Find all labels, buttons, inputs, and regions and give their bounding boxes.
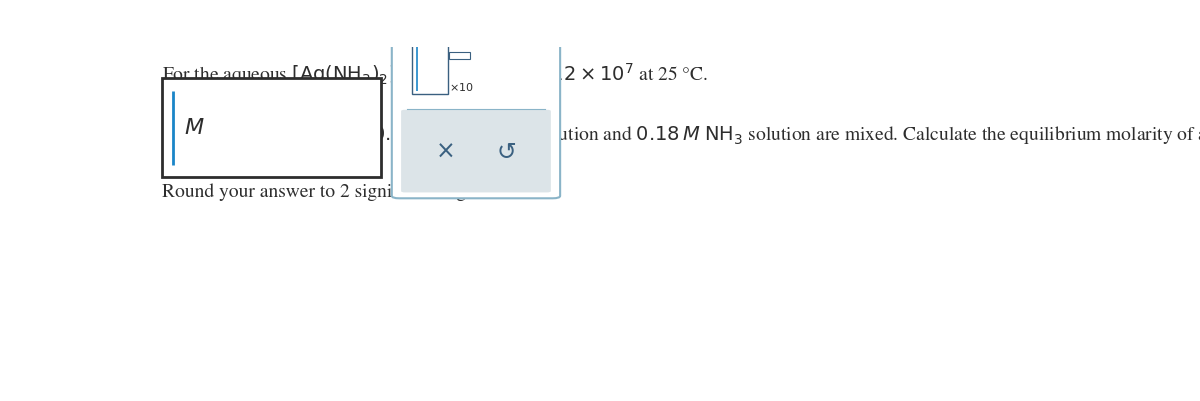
Bar [413, 36, 448, 94]
Text: ↺: ↺ [497, 140, 516, 164]
Text: $\times$10: $\times$10 [449, 81, 473, 93]
Text: $M$: $M$ [185, 118, 205, 138]
FancyBboxPatch shape [391, 2, 560, 199]
Text: For the aqueous $\left[\mathrm{Ag(NH_3)_2}\right]^+$ complex $K_f = 1.12 \times : For the aqueous $\left[\mathrm{Ag(NH_3)_… [162, 61, 708, 87]
Bar [162, 79, 380, 178]
Text: Suppose equal volumes of $0.0034\,M$ $\mathrm{AgNO_3}$ solution and $0.18\,M$ $\: Suppose equal volumes of $0.0034\,M$ $\m… [162, 122, 1200, 147]
FancyBboxPatch shape [401, 111, 551, 193]
Text: Round your answer to 2 significant digits.: Round your answer to 2 significant digit… [162, 183, 490, 200]
Bar [450, 53, 470, 60]
Text: ×: × [436, 140, 455, 164]
